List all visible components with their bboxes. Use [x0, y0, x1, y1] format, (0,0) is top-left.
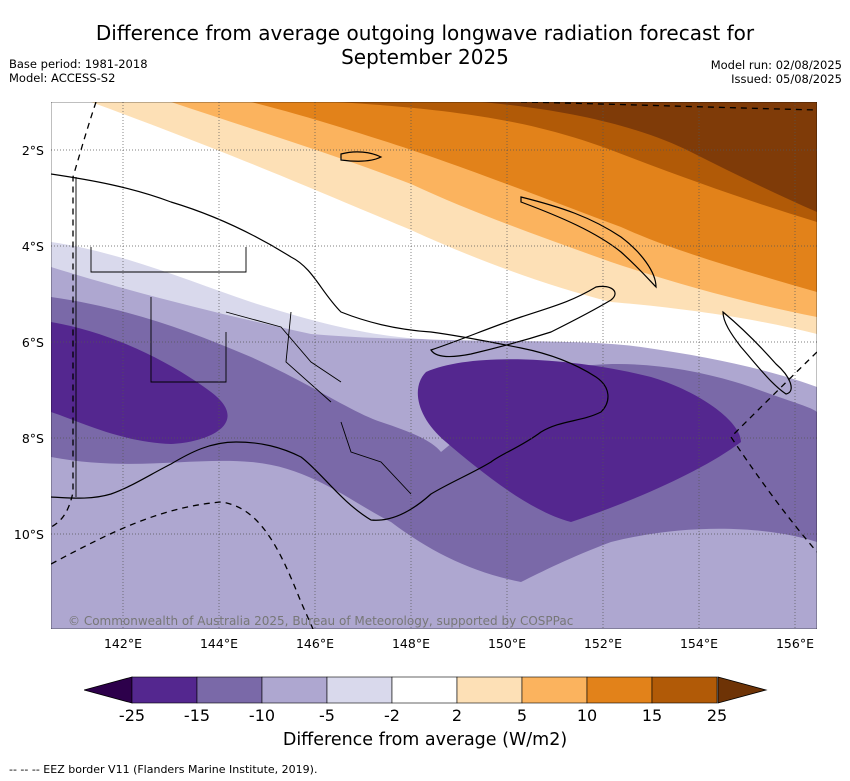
- colorbar-tick-10: 10: [576, 706, 598, 725]
- band-minus15-east: [417, 359, 741, 522]
- colorbar-tick-minus5: -5: [319, 706, 335, 725]
- lon-label-156e: 156°E: [775, 636, 814, 651]
- colorbar-segment: [196, 676, 263, 704]
- new-guinea-coastline: [51, 173, 609, 521]
- lon-label-142e: 142°E: [103, 636, 142, 651]
- eez-legend: -- -- -- EEZ border V11 (Flanders Marine…: [9, 763, 318, 776]
- province-borders: [75, 177, 412, 497]
- copyright-notice: © Commonwealth of Australia 2025, Bureau…: [68, 614, 574, 628]
- lon-label-150e: 150°E: [487, 636, 526, 651]
- colorbar: [84, 676, 768, 704]
- chart-title-line2: September 2025: [341, 45, 509, 69]
- colorbar-tick-minus10: -10: [248, 706, 276, 725]
- gridlines: [51, 102, 817, 629]
- colorbar-segment: [651, 676, 718, 704]
- colorbar-under-arrow: [84, 676, 133, 704]
- colorbar-segment: [456, 676, 523, 704]
- colorbar-segments: [131, 676, 718, 704]
- issued-text: Issued: 05/08/2025: [731, 72, 842, 86]
- manus-coastline: [340, 151, 383, 162]
- colorbar-tick-minus15: -15: [183, 706, 211, 725]
- colorbar-segment: [391, 676, 458, 704]
- colorbar-segment: [586, 676, 653, 704]
- band-minus10: [51, 297, 817, 582]
- model-text: Model: ACCESS-S2: [9, 71, 116, 85]
- new-ireland-coastline: [520, 196, 657, 289]
- colorbar-tick-minus2: -2: [384, 706, 400, 725]
- lat-label-4s: 4°S: [21, 239, 44, 254]
- lat-label-2s: 2°S: [21, 143, 44, 158]
- colorbar-segment: [261, 676, 328, 704]
- bougainville-coastline: [722, 310, 792, 395]
- band-plus25: [481, 102, 817, 212]
- colorbar-tick-minus25: -25: [118, 706, 146, 725]
- olr-anomaly-map: [51, 102, 817, 629]
- chart-title-line1: Difference from average outgoing longwav…: [95, 21, 755, 45]
- base-period-text: Base period: 1981-2018: [9, 57, 148, 71]
- band-minus15-west: [51, 322, 228, 444]
- colorbar-segment: [521, 676, 588, 704]
- lon-label-152e: 152°E: [583, 636, 622, 651]
- new-britain-coastline: [430, 285, 616, 358]
- eez-borders: [51, 102, 817, 629]
- lon-label-154e: 154°E: [679, 636, 718, 651]
- meta-left: Base period: 1981-2018 Model: ACCESS-S2: [9, 57, 148, 85]
- model-run-text: Model run: 02/08/2025: [710, 58, 842, 72]
- colorbar-segment: [326, 676, 393, 704]
- meta-right: Model run: 02/08/2025 Issued: 05/08/2025: [711, 58, 842, 86]
- lat-label-10s: 10°S: [13, 527, 44, 542]
- colorbar-tick-25: 25: [706, 706, 728, 725]
- lat-label-6s: 6°S: [21, 335, 44, 350]
- colorbar-title: Difference from average (W/m2): [282, 730, 568, 750]
- colorbar-tick-2: 2: [451, 706, 463, 725]
- lat-label-8s: 8°S: [21, 431, 44, 446]
- colorbar-over-arrow: [717, 676, 768, 704]
- lon-label-148e: 148°E: [391, 636, 430, 651]
- colorbar-segment: [131, 676, 198, 704]
- colorbar-tick-15: 15: [641, 706, 663, 725]
- lon-label-146e: 146°E: [295, 636, 334, 651]
- lon-label-144e: 144°E: [199, 636, 238, 651]
- colorbar-tick-5: 5: [516, 706, 528, 725]
